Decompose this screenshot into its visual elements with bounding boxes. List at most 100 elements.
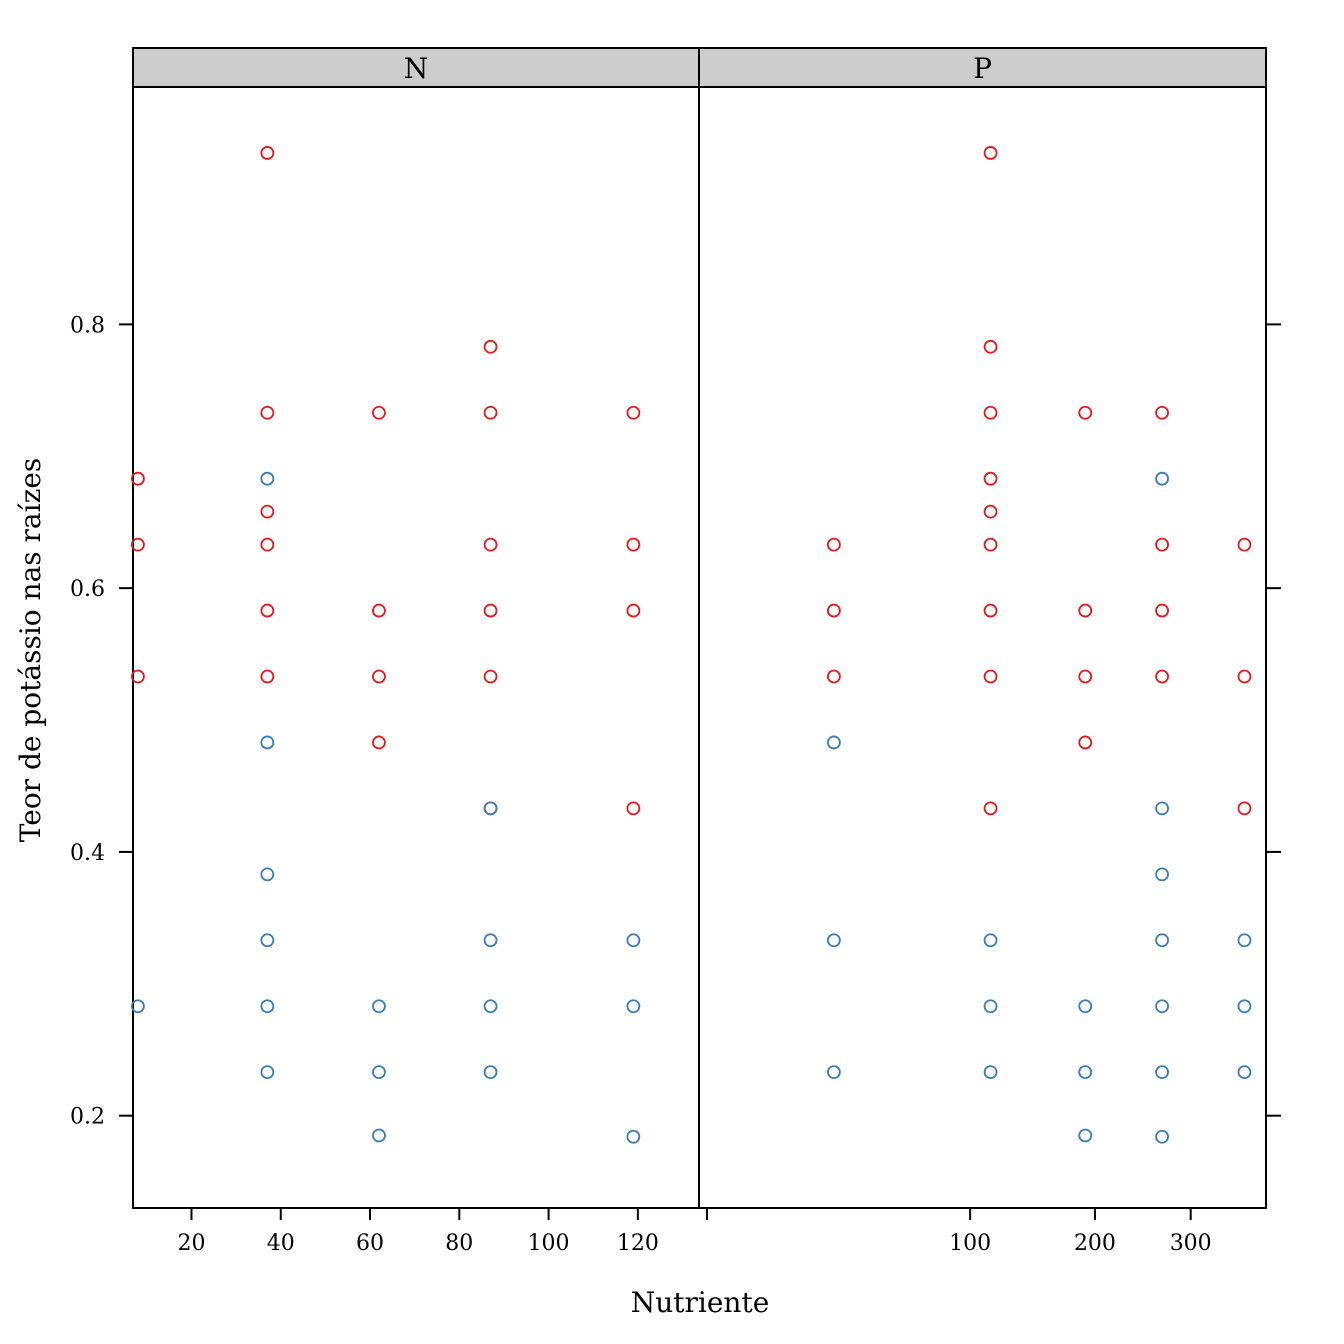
data-point-red bbox=[483, 669, 498, 684]
data-point-blue bbox=[826, 735, 841, 750]
data-point-red bbox=[260, 405, 275, 420]
data-point-red bbox=[483, 537, 498, 552]
panels: N 20 40 60 80 100 120 P 100 200 300 bbox=[131, 47, 1267, 1256]
data-point-red bbox=[1155, 537, 1169, 552]
data-point-red bbox=[983, 405, 998, 420]
data-point-red bbox=[260, 669, 275, 684]
y-tick-label: 0.6 bbox=[70, 577, 105, 602]
x-axis-title: Nutriente bbox=[631, 1286, 770, 1319]
data-point-blue bbox=[483, 801, 498, 816]
data-point-red bbox=[1078, 735, 1093, 750]
data-point-blue bbox=[1155, 933, 1169, 948]
y-tick-label: 0.8 bbox=[70, 313, 105, 338]
data-point-blue bbox=[483, 1065, 498, 1080]
y-tick-label: 0.4 bbox=[70, 841, 105, 866]
y-tick-label: 0.2 bbox=[70, 1105, 105, 1130]
data-point-blue bbox=[983, 999, 998, 1014]
data-point-red bbox=[1155, 669, 1169, 684]
data-point-red bbox=[260, 504, 275, 519]
strip-label: N bbox=[404, 52, 429, 85]
data-point-red bbox=[260, 603, 275, 618]
data-point-red bbox=[1155, 603, 1169, 618]
panel-frame bbox=[698, 86, 1267, 1209]
data-point-red bbox=[626, 603, 641, 618]
data-point-blue bbox=[260, 999, 275, 1014]
strip-background bbox=[132, 47, 700, 88]
data-point-red bbox=[1155, 405, 1169, 420]
data-point-red bbox=[1078, 603, 1093, 618]
data-point-red bbox=[983, 339, 998, 354]
data-point-red bbox=[1237, 537, 1252, 552]
data-point-red bbox=[983, 504, 998, 519]
data-point-blue bbox=[1155, 999, 1169, 1014]
data-point-red bbox=[626, 537, 641, 552]
data-point-blue bbox=[1155, 471, 1169, 486]
data-point-red bbox=[983, 537, 998, 552]
data-point-red bbox=[372, 669, 386, 684]
data-point-red bbox=[983, 669, 998, 684]
data-point-blue bbox=[372, 1128, 386, 1143]
panel-N: N 20 40 60 80 100 120 bbox=[131, 47, 700, 1256]
panel-P: P 100 200 300 bbox=[698, 47, 1267, 1256]
data-point-red bbox=[131, 471, 145, 486]
data-point-red bbox=[983, 603, 998, 618]
strip-label: P bbox=[973, 52, 992, 85]
data-point-red bbox=[1078, 669, 1093, 684]
x-tick-label: 80 bbox=[445, 1231, 473, 1256]
data-point-red bbox=[983, 801, 998, 816]
data-point-blue bbox=[1078, 999, 1093, 1014]
data-point-red bbox=[260, 146, 275, 160]
data-point-blue bbox=[1078, 1128, 1093, 1143]
x-tick-label: 300 bbox=[1170, 1231, 1212, 1256]
data-point-blue bbox=[1155, 867, 1169, 882]
panel-frame bbox=[132, 86, 700, 1209]
data-point-blue bbox=[626, 933, 641, 948]
y-axis-title: Teor de potássio nas raízes bbox=[14, 458, 47, 843]
x-tick-label: 40 bbox=[267, 1231, 295, 1256]
data-point-red bbox=[372, 735, 386, 750]
data-point-red bbox=[826, 603, 841, 618]
data-point-red bbox=[1237, 801, 1252, 816]
data-point-blue bbox=[1237, 1065, 1252, 1080]
data-point-red bbox=[372, 405, 386, 420]
data-point-blue bbox=[983, 1065, 998, 1080]
data-point-blue bbox=[1237, 933, 1252, 948]
data-point-blue bbox=[260, 471, 275, 486]
x-tick-label: 100 bbox=[528, 1231, 570, 1256]
data-point-blue bbox=[372, 999, 386, 1014]
data-point-blue bbox=[826, 933, 841, 948]
data-point-red bbox=[483, 339, 498, 354]
data-point-blue bbox=[1078, 1065, 1093, 1080]
data-point-blue bbox=[626, 999, 641, 1014]
data-point-blue bbox=[483, 933, 498, 948]
data-point-blue bbox=[131, 999, 145, 1014]
data-point-red bbox=[372, 603, 386, 618]
data-point-blue bbox=[983, 933, 998, 948]
data-point-red bbox=[826, 669, 841, 684]
data-point-blue bbox=[1237, 999, 1252, 1014]
data-point-blue bbox=[826, 1065, 841, 1080]
data-point-red bbox=[260, 537, 275, 552]
strip-background bbox=[698, 47, 1267, 88]
data-point-red bbox=[626, 405, 641, 420]
x-tick-label: 200 bbox=[1074, 1231, 1116, 1256]
data-point-red bbox=[826, 537, 841, 552]
data-point-blue bbox=[626, 1129, 641, 1144]
data-point-blue bbox=[372, 1065, 386, 1080]
data-point-red bbox=[626, 801, 641, 816]
data-point-red bbox=[1237, 669, 1252, 684]
y-axis: 0.2 0.4 0.6 0.8 bbox=[70, 313, 1281, 1130]
x-tick-label: 60 bbox=[356, 1231, 384, 1256]
data-point-red bbox=[131, 537, 145, 552]
data-point-blue bbox=[483, 999, 498, 1014]
data-point-blue bbox=[260, 867, 275, 882]
data-point-red bbox=[983, 471, 998, 486]
x-tick-label: 20 bbox=[177, 1231, 205, 1256]
data-point-blue bbox=[1155, 1065, 1169, 1080]
data-point-red bbox=[483, 405, 498, 420]
data-point-red bbox=[483, 603, 498, 618]
data-point-red bbox=[983, 146, 998, 160]
data-point-blue bbox=[260, 735, 275, 750]
data-point-blue bbox=[260, 1065, 275, 1080]
data-point-red bbox=[1078, 405, 1093, 420]
